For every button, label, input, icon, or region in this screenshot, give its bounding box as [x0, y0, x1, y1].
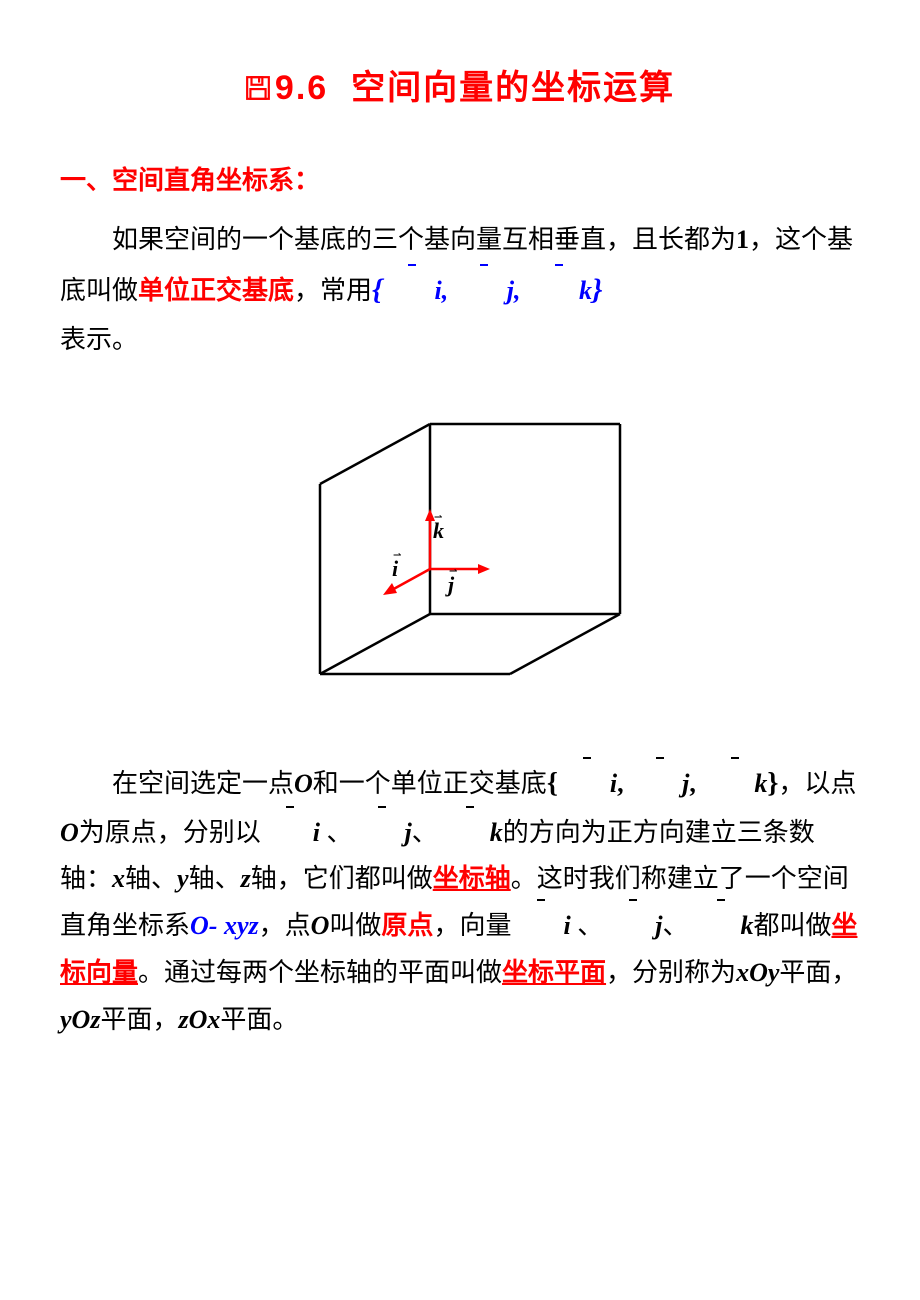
point-O-2: O — [60, 818, 79, 847]
oxyz-label: O- xyz — [190, 911, 259, 940]
p1-mid2: ，常用 — [294, 276, 372, 305]
term-origin: 原点 — [381, 911, 433, 940]
svg-text:⇀: ⇀ — [393, 550, 401, 561]
page-title: 9.6 空间向量的坐标运算 — [60, 60, 860, 110]
xoy-plane: xOy — [736, 958, 779, 987]
p2-t13: 平面， — [779, 958, 857, 987]
p2-t12: ，分别称为 — [606, 958, 736, 987]
p2-sepb: 、 — [412, 818, 438, 847]
p2-t15: 平面。 — [220, 1005, 298, 1034]
point-O-1: O — [294, 769, 313, 798]
p2-sep1: , — [617, 769, 630, 798]
basis-brace-close: } — [592, 273, 602, 306]
p2-vec-j: j — [630, 761, 689, 808]
paragraph-1: 如果空间的一个基底的三个基向量互相垂直，且长都为1，这个基底叫做单位正交基底，常… — [60, 217, 860, 365]
p2-t14: 平面， — [100, 1005, 178, 1034]
basis-vector-j: j — [455, 268, 514, 315]
point-O-3: O — [311, 911, 330, 940]
p2-aw1: 轴、 — [125, 864, 177, 893]
p2-t10: 都叫做 — [753, 911, 831, 940]
basis-vector-k: k — [527, 268, 592, 315]
p2-aw3: 轴，它们都叫做 — [251, 864, 433, 893]
page-content: 9.6 空间向量的坐标运算 一、空间直角坐标系： 如果空间的一个基底的三个基向量… — [0, 0, 920, 1093]
x-axis-label: x — [112, 864, 125, 893]
p2-t7: ，点 — [259, 911, 311, 940]
p2-sepc: 、 — [571, 911, 604, 940]
basis-sep1: , — [442, 276, 455, 305]
p2-t9: ，向量 — [433, 911, 511, 940]
term-coord-plane: 坐标平面 — [502, 958, 606, 987]
p2-i3: i — [511, 903, 570, 950]
zox-plane: zOx — [178, 1005, 220, 1034]
p2-aw2: 轴、 — [189, 864, 241, 893]
svg-text:⇀: ⇀ — [434, 512, 442, 523]
yoz-plane: yOz — [60, 1005, 100, 1034]
p2-sepa: 、 — [320, 818, 353, 847]
cube-diagram: k ⇀ j ⇀ i ⇀ — [60, 394, 860, 709]
paragraph-2: 在空间选定一点O和一个单位正交基底{i, j, k}，以点O为原点，分别以i 、… — [60, 759, 860, 1043]
p2-t1: 在空间选定一点 — [112, 769, 294, 798]
p2-sep2: , — [689, 769, 702, 798]
p2-brace-open: { — [547, 768, 558, 799]
p2-j2: j — [353, 810, 412, 857]
section-heading-1: 一、空间直角坐标系： — [60, 160, 860, 197]
p2-brace-close: } — [767, 768, 778, 799]
basis-sep2: , — [514, 276, 527, 305]
basis-brace-open: { — [372, 273, 382, 306]
title-text: 空间向量的坐标运算 — [351, 69, 675, 107]
basis-vector-i: i — [383, 268, 442, 315]
p2-i2: i — [261, 810, 320, 857]
p2-vec-i: i — [558, 761, 617, 808]
svg-text:⇀: ⇀ — [449, 566, 457, 577]
z-axis-label: z — [241, 864, 251, 893]
cube-svg: k ⇀ j ⇀ i ⇀ — [260, 394, 660, 704]
p2-vec-k: k — [702, 761, 767, 808]
p1-text: 如果空间的一个基底的三个基向量互相垂直，且长都为 — [112, 225, 736, 254]
p2-t4: 为原点，分别以 — [79, 818, 261, 847]
term-coord-axis: 坐标轴 — [433, 864, 511, 893]
p2-t8: 叫做 — [329, 911, 381, 940]
p2-sepd: 、 — [662, 911, 688, 940]
p2-t11: 。通过每两个坐标轴的平面叫做 — [138, 958, 502, 987]
y-axis-label: y — [177, 864, 189, 893]
p2-k2: k — [438, 810, 503, 857]
term-unit-orthogonal-basis: 单位正交基底 — [138, 276, 294, 305]
p1-one: 1 — [736, 225, 749, 254]
p1-suffix: 表示。 — [60, 317, 138, 364]
p2-k3: k — [688, 903, 753, 950]
disk-icon — [245, 71, 271, 110]
p2-j3: j — [603, 903, 662, 950]
p2-t2: 和一个单位正交基底 — [313, 769, 547, 798]
p2-t3: ，以点 — [778, 769, 856, 798]
title-number: 9.6 — [275, 69, 328, 107]
